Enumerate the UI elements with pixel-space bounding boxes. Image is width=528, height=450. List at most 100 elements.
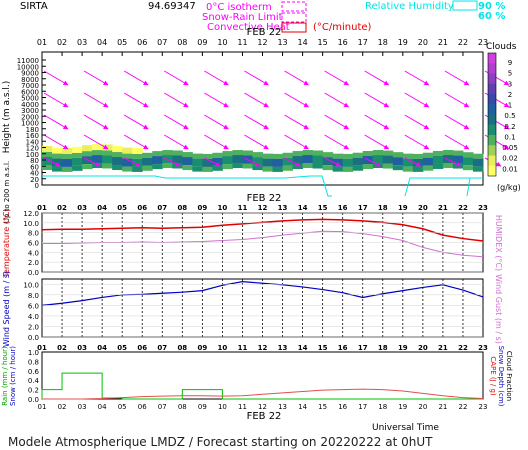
hour-label: 16 (338, 38, 348, 47)
hour-axis-low: 01 02 03 04 05 06 07 08 09 10 11 12 13 14 15 16 17 18 19 20… (37, 344, 488, 352)
y-tick-label: 6.0 (28, 240, 39, 248)
colorbar-tick-label: 0.01 (502, 165, 518, 173)
cloud-cell (412, 153, 424, 159)
hour-label: 12 (258, 204, 268, 212)
cloud-fraction-ylabel: Cloud Fraction (505, 351, 513, 401)
cloud-cell (162, 155, 173, 164)
hour-label: 10 (218, 344, 228, 352)
cloud-cell (92, 150, 103, 156)
cloud-cell (72, 152, 83, 158)
cloud-cell (182, 157, 193, 166)
cloud-cell (232, 150, 243, 156)
cloud-cell (412, 166, 424, 172)
y-tick-label: 4000 (21, 101, 39, 109)
y-tick-label: 6000 (21, 88, 39, 96)
legend-rh-90: 90 % (478, 1, 505, 12)
cloud-cell (362, 163, 374, 169)
hour-axis-top: 01 02 03 04 05 06 07 08 09 10 11 12 13 14 15 16 17 18 19 20… (37, 38, 488, 47)
cloud-cell (152, 164, 163, 170)
hour-label: 21 (438, 344, 448, 352)
y-tick-label: 0.0 (28, 396, 39, 404)
cloud-cell (112, 152, 123, 158)
colorbar-cell (488, 94, 496, 105)
wind-arrow (244, 70, 269, 86)
colorbar-tick-label: 5 (508, 70, 512, 78)
rh-line (404, 177, 483, 197)
cloud-cell (372, 163, 384, 169)
cloud-cell (142, 152, 153, 158)
temperature-ylabel: Temperature (°C) (2, 208, 11, 278)
hour-label: 10 (217, 38, 227, 47)
cloud-cell (282, 157, 294, 166)
cloud-panel: 1100010000900080007000600050004000300020… (2, 51, 510, 223)
hour-label: 15 (318, 344, 328, 352)
rain-step-line (41, 372, 483, 400)
cloud-cell (372, 155, 384, 164)
cloud-cell (232, 163, 243, 169)
legend-rh-label: Relative Humidity (365, 1, 454, 12)
y-tick-label: 0.8 (28, 358, 39, 366)
precip-series (41, 372, 484, 400)
cloud-cell (452, 150, 464, 156)
wind-arrow (364, 70, 390, 86)
y-tick-label: 8.0 (28, 292, 39, 300)
cloud-cell (272, 166, 284, 172)
hour-label: 05 (117, 344, 127, 352)
hour-label: 12 (258, 344, 268, 352)
hour-label: 08 (177, 38, 187, 47)
cloud-cell (462, 165, 474, 171)
cloud-cell (302, 163, 314, 169)
hour-label: 19 (398, 403, 407, 411)
y-tick-label: 8000 (21, 76, 39, 84)
cloud-cell (252, 152, 263, 158)
hour-label: 19 (398, 38, 408, 47)
cloud-cell (182, 165, 193, 171)
wind-arrow (244, 114, 269, 130)
legend-rh-60: 60 % (478, 11, 505, 22)
wind-arrow (43, 92, 69, 108)
cloud-cell (82, 151, 93, 157)
y-tick-label: 2.0 (28, 259, 39, 267)
hour-label: 17 (358, 344, 368, 352)
colorbar-tick-label: 0.1 (504, 133, 515, 141)
hour-label: 05 (117, 38, 127, 47)
wind-arrow (83, 70, 109, 86)
wind-y-ticks: 10.0 8.0 6.0 4.0 2.0 0.0 (23, 281, 483, 342)
wind-arrow (204, 157, 221, 167)
cloud-cell (312, 150, 324, 156)
wind-arrow (444, 70, 470, 86)
hour-label: 07 (157, 38, 167, 47)
y-tick-label: 12.0 (23, 210, 39, 218)
cloud-cell (362, 150, 374, 156)
hour-label: 11 (237, 38, 247, 47)
y-tick-label: 10000 (17, 63, 39, 71)
cloud-cell (72, 165, 83, 171)
colorbar-cell (488, 63, 496, 74)
hour-label: 23 (479, 403, 488, 411)
cloud-cell (462, 157, 474, 166)
colorbar-cell (488, 165, 496, 177)
hour-label: 13 (277, 38, 287, 47)
cloud-cell (392, 165, 404, 171)
hour-label: 20 (418, 403, 427, 411)
cloud-cell (112, 165, 123, 171)
y-tick-label: 5000 (21, 95, 39, 103)
wind-arrow (284, 157, 301, 167)
cloud-cell (332, 153, 344, 159)
y-tick-label: 20 (30, 176, 39, 184)
cloud-cell (192, 158, 203, 167)
cloud-colorbar: Clouds 9 5 3 2 1 0.5 0.2 0.1 0.05 0.02 0.01 (g/kg) (486, 42, 521, 192)
legend-left: 0°C isotherm Snow-Rain Limit Convective … (202, 1, 372, 33)
y-tick-label: 0.0 (28, 334, 39, 342)
colorbar-tick-label: 9 (508, 59, 512, 67)
hour-label: 06 (137, 204, 147, 212)
y-tick-label: 2000 (21, 113, 39, 121)
cloud-cell (212, 165, 223, 171)
wind-arrow (364, 134, 390, 150)
colorbar-cell (488, 124, 496, 136)
cloud-cell (52, 153, 63, 159)
hour-label: 02 (57, 204, 67, 212)
wind-arrow (123, 114, 149, 130)
hour-label: 16 (338, 344, 348, 352)
hour-label: 10 (218, 403, 227, 411)
